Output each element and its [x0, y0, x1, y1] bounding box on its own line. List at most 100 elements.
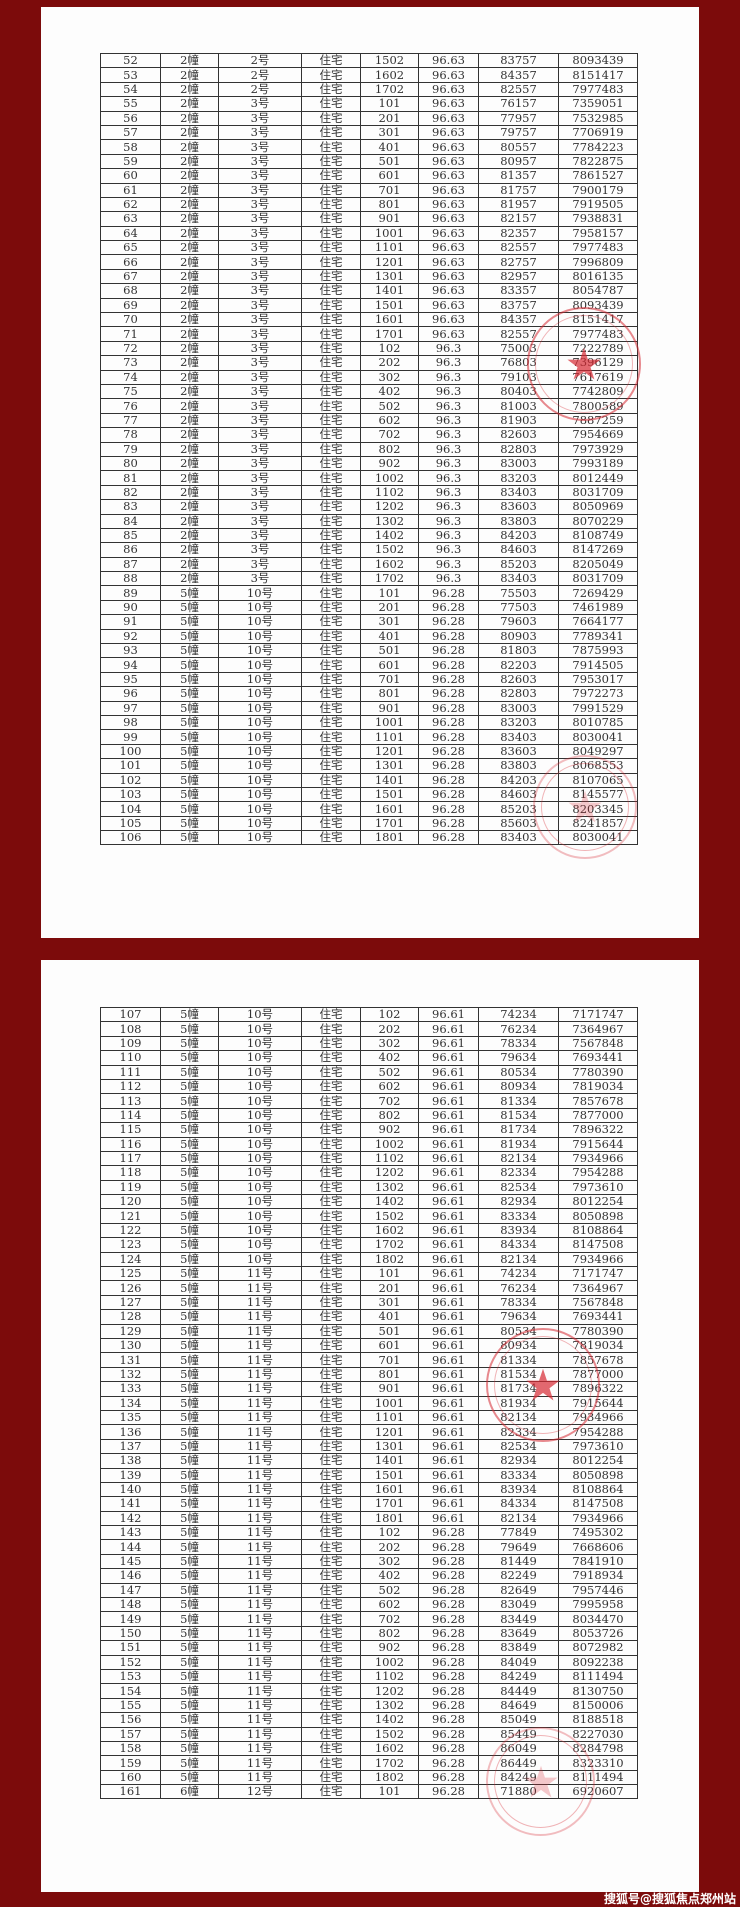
row-number-cell: 142 [100, 1510, 161, 1527]
table-row: 77 2幢 3号 住宅 602 96.3 81903 7887259 [100, 412, 638, 429]
building-cell: 2幢 [160, 355, 219, 371]
table-row: 70 2幢 3号 住宅 1601 96.63 84357 8151417 [100, 312, 638, 328]
table-row: 124 5幢 10号 住宅 1802 96.61 82134 7934966 [100, 1251, 638, 1268]
area-cell: 96.61 [418, 1337, 479, 1354]
unit-price-cell: 81334 [478, 1093, 559, 1109]
room-number-cell: 901 [360, 1381, 419, 1397]
watermark-text: 搜狐号@搜狐焦点郑州站 [603, 1892, 736, 1906]
unit-cell: 10号 [218, 628, 302, 645]
usage-cell: 住宅 [301, 1697, 361, 1714]
usage-cell: 住宅 [301, 628, 361, 645]
table-row: 101 5幢 10号 住宅 1301 96.28 83803 8068553 [100, 758, 638, 774]
unit-cell: 11号 [218, 1611, 302, 1627]
table-row: 109 5幢 10号 住宅 302 96.61 78334 7567848 [100, 1035, 638, 1052]
area-cell: 96.28 [418, 743, 479, 760]
unit-price-cell: 82134 [478, 1150, 559, 1167]
table-row: 84 2幢 3号 住宅 1302 96.3 83803 8070229 [100, 513, 638, 529]
room-number-cell: 1701 [360, 815, 419, 832]
usage-cell: 住宅 [301, 182, 361, 198]
building-cell: 2幢 [160, 369, 219, 385]
area-cell: 96.3 [418, 383, 479, 400]
usage-cell: 住宅 [301, 196, 361, 213]
area-cell: 96.3 [418, 412, 479, 429]
usage-cell: 住宅 [301, 815, 361, 832]
total-price-cell: 8284798 [558, 1740, 638, 1757]
room-number-cell: 1001 [360, 1395, 419, 1411]
area-cell: 96.61 [418, 1266, 479, 1282]
usage-cell: 住宅 [301, 700, 361, 716]
total-price-cell: 7954669 [558, 427, 638, 443]
room-number-cell: 401 [360, 139, 419, 155]
usage-cell: 住宅 [301, 1467, 361, 1483]
area-cell: 96.61 [418, 1237, 479, 1253]
area-cell: 96.61 [418, 1467, 479, 1483]
unit-price-cell: 84049 [478, 1654, 559, 1670]
total-price-cell: 7958157 [558, 225, 638, 242]
usage-cell: 住宅 [301, 1078, 361, 1095]
unit-cell: 10号 [218, 1194, 302, 1210]
row-number-cell: 71 [100, 326, 161, 342]
row-number-cell: 139 [100, 1467, 161, 1483]
area-cell: 96.28 [418, 1568, 479, 1584]
row-number-cell: 153 [100, 1668, 161, 1685]
area-cell: 96.63 [418, 139, 479, 155]
total-price-cell: 8150006 [558, 1697, 638, 1714]
usage-cell: 住宅 [301, 124, 361, 141]
unit-price-cell: 79103 [478, 369, 559, 385]
building-cell: 5幢 [160, 1597, 219, 1613]
unit-cell: 3号 [218, 211, 302, 227]
unit-cell: 3号 [218, 355, 302, 371]
total-price-cell: 8050898 [558, 1208, 638, 1224]
unit-price-cell: 81334 [478, 1352, 559, 1368]
total-price-cell: 7918934 [558, 1568, 638, 1584]
building-cell: 5幢 [160, 1352, 219, 1368]
row-number-cell: 69 [100, 297, 161, 314]
room-number-cell: 801 [360, 196, 419, 213]
usage-cell: 住宅 [301, 786, 361, 803]
area-cell: 96.61 [418, 1006, 479, 1023]
area-cell: 96.3 [418, 398, 479, 414]
building-cell: 5幢 [160, 1525, 219, 1541]
unit-cell: 10号 [218, 1165, 302, 1181]
usage-cell: 住宅 [301, 427, 361, 443]
unit-cell: 11号 [218, 1668, 302, 1685]
unit-price-cell: 76157 [478, 96, 559, 112]
table-row: 75 2幢 3号 住宅 402 96.3 80403 7742809 [100, 383, 638, 400]
area-cell: 96.61 [418, 1179, 479, 1196]
unit-price-cell: 82134 [478, 1409, 559, 1426]
total-price-cell: 7900179 [558, 182, 638, 198]
total-price-cell: 7991529 [558, 700, 638, 716]
area-cell: 96.3 [418, 484, 479, 501]
building-cell: 5幢 [160, 1107, 219, 1124]
area-cell: 96.3 [418, 441, 479, 457]
unit-cell: 11号 [218, 1683, 302, 1699]
unit-cell: 10号 [218, 786, 302, 803]
unit-price-cell: 82134 [478, 1510, 559, 1527]
building-cell: 5幢 [160, 1194, 219, 1210]
table-row: 60 2幢 3号 住宅 601 96.63 81357 7861527 [100, 168, 638, 184]
usage-cell: 住宅 [301, 1668, 361, 1685]
room-number-cell: 1602 [360, 1740, 419, 1757]
building-cell: 2幢 [160, 153, 219, 170]
room-number-cell: 602 [360, 412, 419, 429]
unit-cell: 3号 [218, 340, 302, 357]
document-page-1: 52 2幢 2号 住宅 1502 96.63 83757 8093439 53 2幢 2号 住宅 160… [41, 7, 699, 938]
unit-price-cell: 84334 [478, 1496, 559, 1512]
row-number-cell: 115 [100, 1122, 161, 1138]
row-number-cell: 67 [100, 268, 161, 285]
unit-cell: 10号 [218, 1222, 302, 1239]
area-cell: 96.28 [418, 585, 479, 601]
area-cell: 96.28 [418, 628, 479, 645]
area-cell: 96.28 [418, 830, 479, 846]
area-cell: 96.63 [418, 81, 479, 98]
area-cell: 96.63 [418, 96, 479, 112]
unit-price-cell: 82649 [478, 1582, 559, 1599]
table-row: 74 2幢 3号 住宅 302 96.3 79103 7617619 [100, 369, 638, 385]
area-cell: 96.61 [418, 1409, 479, 1426]
usage-cell: 住宅 [301, 1035, 361, 1052]
unit-price-cell: 83403 [478, 571, 559, 587]
building-cell: 5幢 [160, 743, 219, 760]
total-price-cell: 7896322 [558, 1122, 638, 1138]
unit-price-cell: 82803 [478, 686, 559, 702]
unit-cell: 11号 [218, 1625, 302, 1642]
